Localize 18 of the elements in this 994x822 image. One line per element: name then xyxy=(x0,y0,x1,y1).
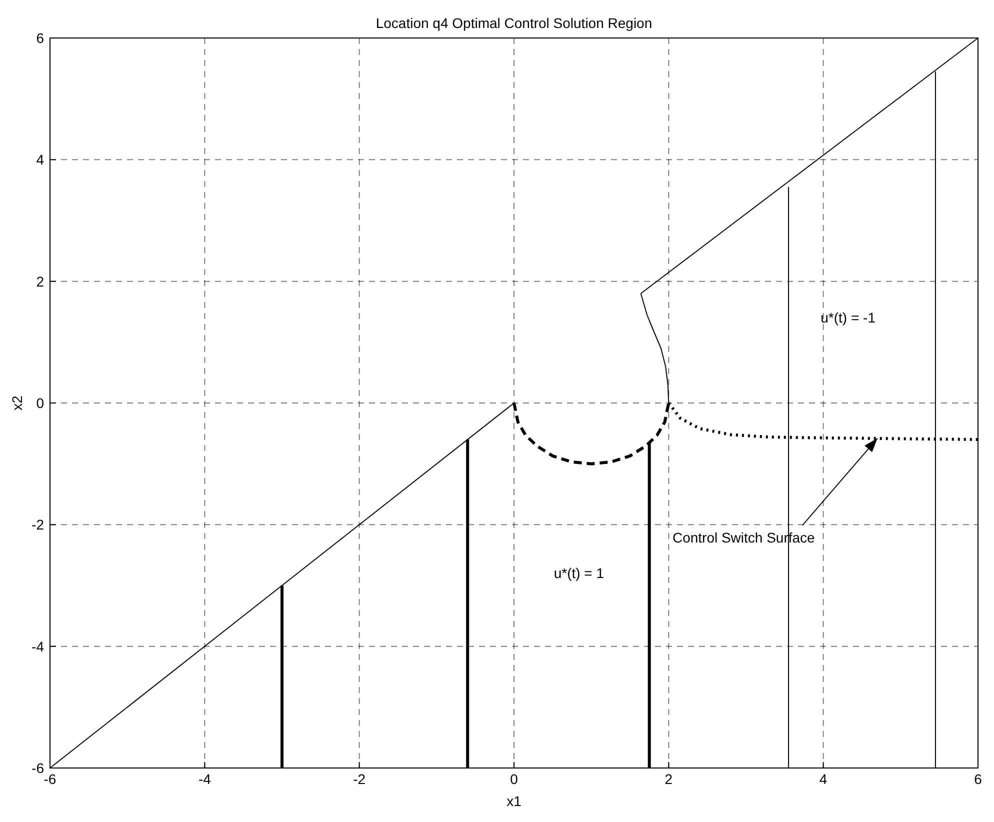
y-axis-title: x2 xyxy=(9,395,25,410)
y-tick-label: 4 xyxy=(36,152,44,168)
x-tick-label: 2 xyxy=(664,771,673,787)
x-tick-label: -2 xyxy=(353,771,366,787)
x-axis-title: x1 xyxy=(506,793,522,809)
chart-title: Location q4 Optimal Control Solution Region xyxy=(376,15,652,31)
y-tick-label: -6 xyxy=(32,760,44,776)
y-tick-label: 6 xyxy=(36,30,44,46)
x-tick-label: 6 xyxy=(974,771,982,787)
x-tick-label: -4 xyxy=(198,771,212,787)
y-tick-label: 0 xyxy=(36,395,44,411)
y-tick-label: 2 xyxy=(36,273,44,290)
x-tick-label: 4 xyxy=(819,771,828,787)
y-tick-label: -4 xyxy=(32,638,44,654)
x-tick-label: 0 xyxy=(510,771,518,787)
annotation: u*(t) = -1 xyxy=(820,310,876,326)
y-tick-label: -2 xyxy=(32,516,44,533)
annotation: u*(t) = 1 xyxy=(554,565,604,582)
